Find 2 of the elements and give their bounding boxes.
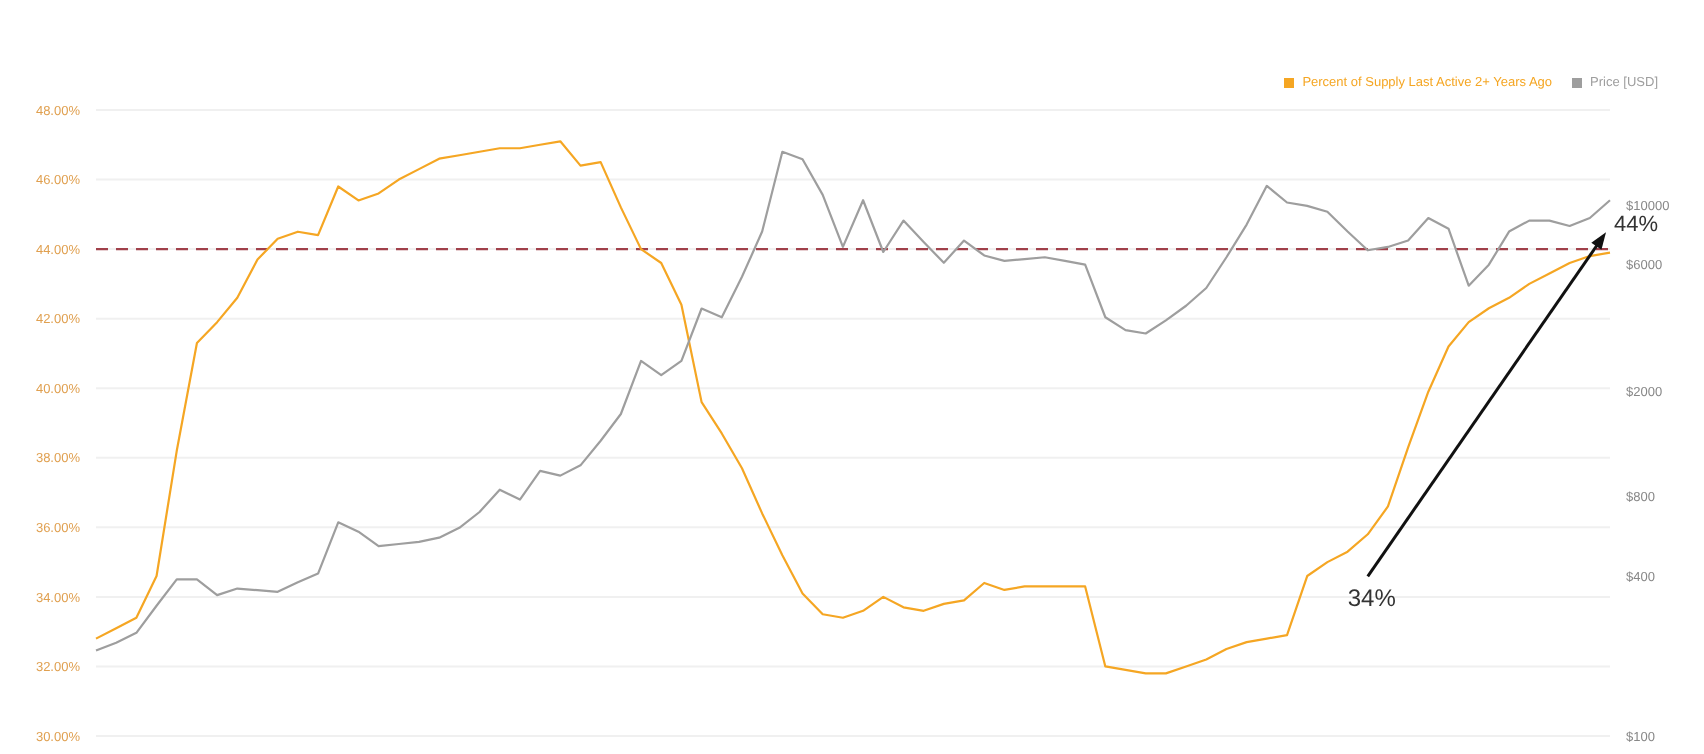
- text: 44%: [1614, 212, 1659, 237]
- annotation: 34%: [1347, 584, 1397, 613]
